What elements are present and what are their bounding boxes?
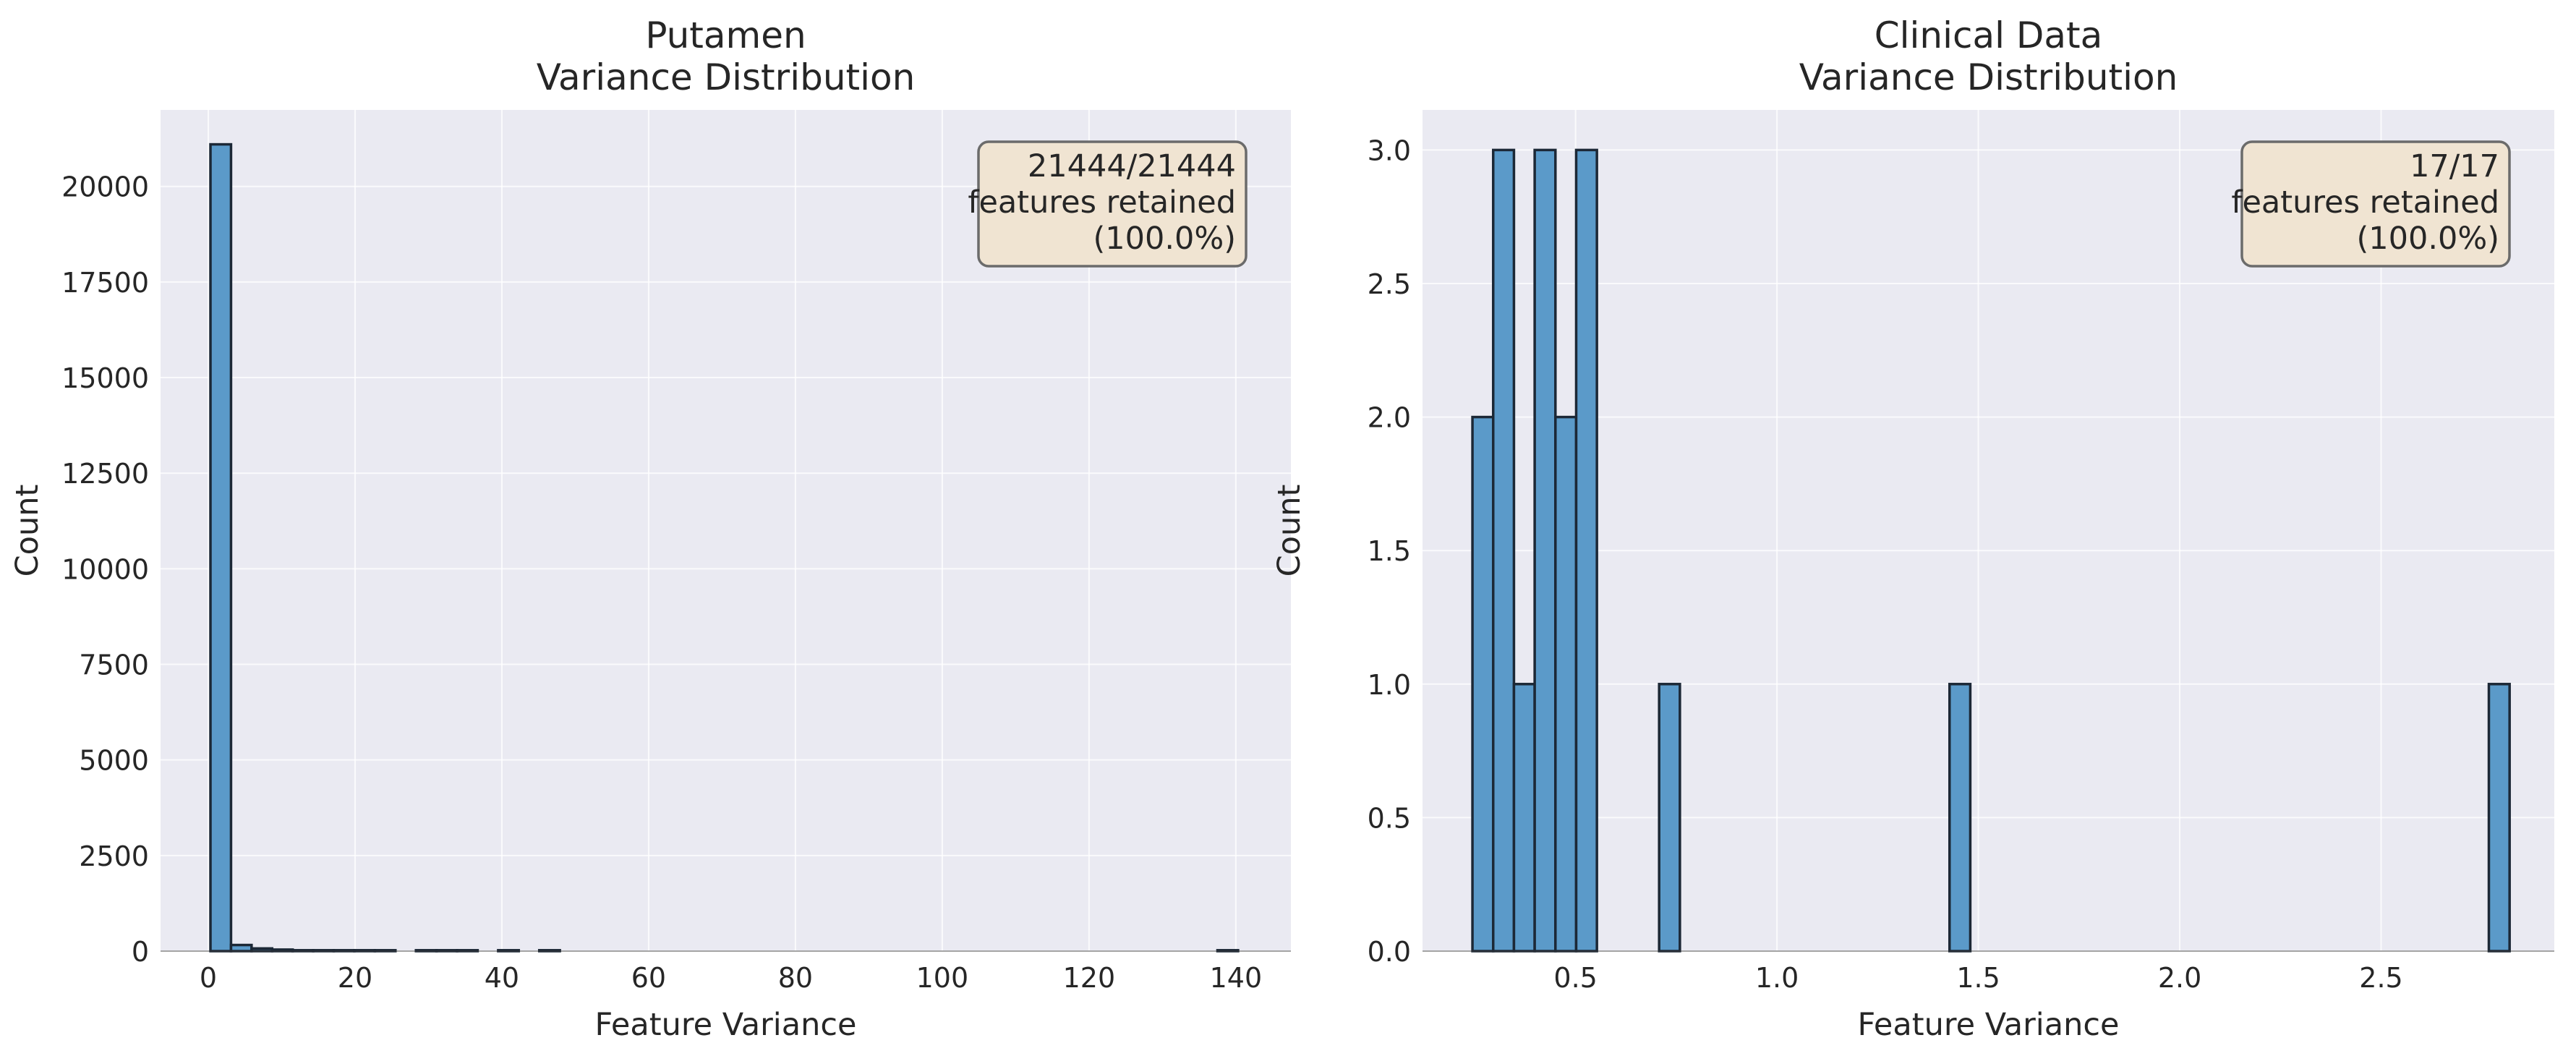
annotation-line-1: 17/17 bbox=[2410, 148, 2499, 184]
annotation-line-3: (100.0%) bbox=[1093, 221, 1236, 257]
x-tick-label: 40 bbox=[485, 962, 519, 994]
histogram-bar bbox=[229, 943, 253, 953]
annotation-box bbox=[2240, 140, 2511, 268]
x-tick-label: 2.5 bbox=[2359, 962, 2402, 994]
histogram-bar bbox=[1948, 683, 1972, 953]
x-tick-label: 0.5 bbox=[1553, 962, 1597, 994]
x-tick-label: 20 bbox=[338, 962, 372, 994]
histogram-bar bbox=[2487, 683, 2511, 953]
x-tick-label: 2.0 bbox=[2158, 962, 2201, 994]
y-tick-label: 0 bbox=[132, 936, 149, 968]
y-tick-label: 2.0 bbox=[1368, 402, 1411, 434]
y-tick-label: 3.0 bbox=[1368, 135, 1411, 166]
histogram-bar bbox=[1533, 148, 1557, 953]
histogram-bars bbox=[1471, 148, 2511, 953]
x-tick-label: 1.5 bbox=[1956, 962, 2000, 994]
chart-panel-1: 0 2500 5000 7500 10000 12500 15000 17500 20000 0 2… bbox=[9, 14, 1291, 1043]
y-tick-label: 7500 bbox=[79, 650, 149, 681]
x-tick-label: 120 bbox=[1063, 962, 1116, 994]
histogram-bar bbox=[1491, 148, 1516, 953]
x-tick-label: 140 bbox=[1210, 962, 1263, 994]
x-tick-label: 60 bbox=[631, 962, 666, 994]
x-axis-label: Feature Variance bbox=[1858, 1007, 2120, 1043]
annotation-line-1: 21444/21444 bbox=[1028, 148, 1236, 184]
y-tick-label: 0.0 bbox=[1368, 936, 1411, 968]
y-tick-label: 10000 bbox=[61, 553, 149, 585]
y-axis-label: Count bbox=[9, 485, 46, 577]
histogram-bar bbox=[1574, 148, 1598, 953]
y-tick-label: 1.0 bbox=[1368, 669, 1411, 701]
x-tick-label: 100 bbox=[916, 962, 969, 994]
annotation-line-2: features retained bbox=[2231, 184, 2499, 221]
x-axis-label: Feature Variance bbox=[595, 1007, 857, 1043]
x-tick-label: 80 bbox=[778, 962, 813, 994]
histogram-bar bbox=[1512, 683, 1536, 953]
y-tick-label: 20000 bbox=[61, 171, 149, 203]
y-tick-label: 12500 bbox=[61, 458, 149, 490]
y-axis-label: Count bbox=[1271, 485, 1308, 577]
chart-panel-2: 0.0 0.5 1.0 1.5 2.0 2.5 3.0 0.5 1.0 1.5 2.0 2.5 Feat… bbox=[1271, 14, 2554, 1043]
chart-title-line-1: Putamen bbox=[645, 14, 806, 56]
chart-title-line-1: Clinical Data bbox=[1875, 14, 2103, 56]
histogram-bar bbox=[209, 142, 233, 953]
x-tick-label: 1.0 bbox=[1755, 962, 1799, 994]
histogram-bar bbox=[1471, 415, 1495, 953]
annotation-line-2: features retained bbox=[968, 184, 1236, 221]
annotation-line-3: (100.0%) bbox=[2356, 221, 2499, 257]
histogram-bar bbox=[1554, 415, 1578, 953]
annotation-box bbox=[977, 140, 1248, 268]
histogram-bar bbox=[1658, 683, 1681, 953]
chart-title-line-2: Variance Distribution bbox=[537, 56, 916, 98]
y-tick-label: 2500 bbox=[79, 840, 149, 872]
y-tick-label: 5000 bbox=[79, 745, 149, 777]
y-tick-label: 0.5 bbox=[1368, 802, 1411, 834]
y-tick-label: 17500 bbox=[61, 267, 149, 299]
x-tick-label: 0 bbox=[200, 962, 217, 994]
y-tick-label: 1.5 bbox=[1368, 535, 1411, 567]
y-tick-label: 15000 bbox=[61, 362, 149, 394]
chart-title-line-2: Variance Distribution bbox=[1799, 56, 2178, 98]
y-tick-label: 2.5 bbox=[1368, 268, 1411, 300]
